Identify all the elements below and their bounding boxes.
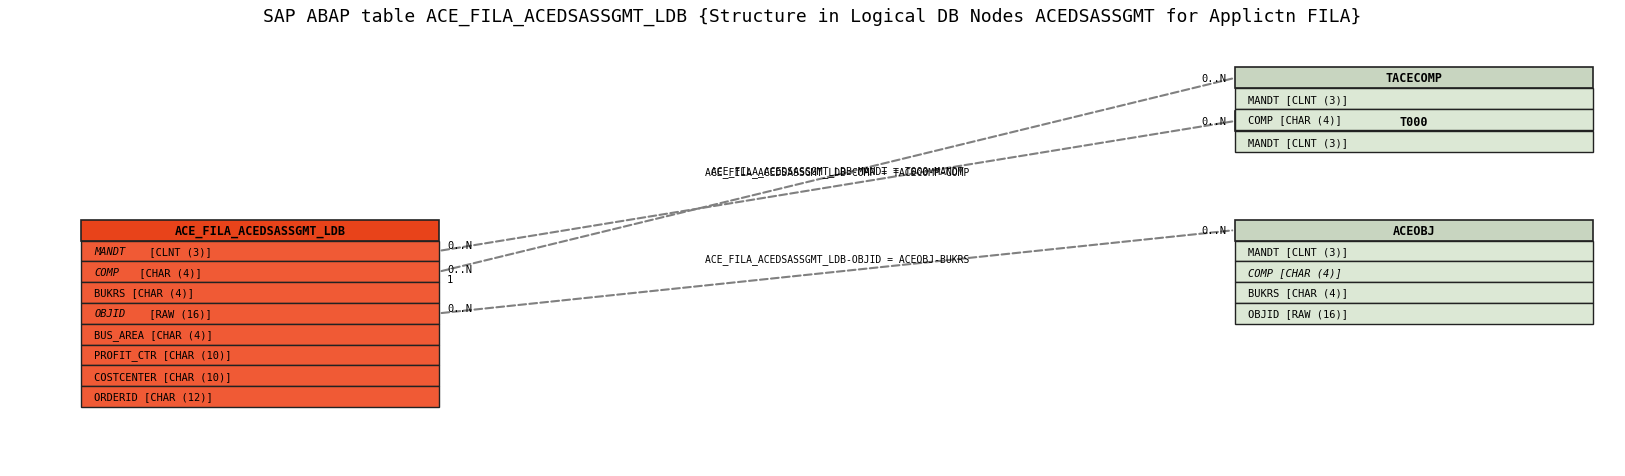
Text: 1: 1 [447, 275, 453, 285]
FancyBboxPatch shape [1235, 111, 1592, 132]
Text: OBJID: OBJID [94, 308, 125, 318]
FancyBboxPatch shape [81, 262, 439, 283]
FancyBboxPatch shape [1235, 241, 1592, 262]
Text: COMP [CHAR (4)]: COMP [CHAR (4)] [1248, 115, 1342, 125]
Text: 0..N: 0..N [1202, 117, 1227, 127]
FancyBboxPatch shape [81, 241, 439, 262]
Text: OBJID [RAW (16)]: OBJID [RAW (16)] [1248, 308, 1349, 318]
FancyBboxPatch shape [1235, 132, 1592, 153]
Text: MANDT: MANDT [94, 247, 125, 257]
Text: [RAW (16)]: [RAW (16)] [143, 308, 211, 318]
Text: COMP [CHAR (4)]: COMP [CHAR (4)] [1248, 267, 1342, 277]
Text: [CHAR (4)]: [CHAR (4)] [133, 267, 202, 277]
Text: ACE_FILA_ACEDSASSGMT_LDB-OBJID = ACEOBJ-BUKRS: ACE_FILA_ACEDSASSGMT_LDB-OBJID = ACEOBJ-… [705, 254, 968, 265]
Text: ACE_FILA_ACEDSASSGMT_LDB-MANDT = T000-MANDT: ACE_FILA_ACEDSASSGMT_LDB-MANDT = T000-MA… [710, 166, 964, 177]
FancyBboxPatch shape [1235, 283, 1592, 303]
Text: [CLNT (3)]: [CLNT (3)] [143, 247, 211, 257]
Text: COMP: COMP [94, 267, 119, 277]
FancyBboxPatch shape [1235, 262, 1592, 283]
FancyBboxPatch shape [81, 324, 439, 345]
Text: BUKRS [CHAR (4)]: BUKRS [CHAR (4)] [1248, 288, 1349, 298]
Text: ACE_FILA_ACEDSASSGMT_LDB: ACE_FILA_ACEDSASSGMT_LDB [174, 224, 346, 237]
Text: PROFIT_CTR [CHAR (10)]: PROFIT_CTR [CHAR (10)] [94, 350, 232, 361]
FancyBboxPatch shape [81, 345, 439, 366]
FancyBboxPatch shape [1235, 303, 1592, 324]
FancyBboxPatch shape [81, 283, 439, 303]
Text: BUKRS [CHAR (4)]: BUKRS [CHAR (4)] [94, 288, 195, 298]
Text: MANDT [CLNT (3)]: MANDT [CLNT (3)] [1248, 95, 1349, 104]
Text: TACECOMP: TACECOMP [1384, 72, 1443, 85]
Text: ACE_FILA_ACEDSASSGMT_LDB-COMP = TACECOMP-COMP: ACE_FILA_ACEDSASSGMT_LDB-COMP = TACECOMP… [705, 167, 968, 178]
Text: 0..N: 0..N [447, 265, 471, 275]
FancyBboxPatch shape [81, 366, 439, 387]
Text: 0..N: 0..N [1202, 74, 1227, 84]
FancyBboxPatch shape [1235, 69, 1592, 89]
Text: ORDERID [CHAR (12)]: ORDERID [CHAR (12)] [94, 392, 213, 402]
Text: MANDT [CLNT (3)]: MANDT [CLNT (3)] [1248, 138, 1349, 148]
Text: 0..N: 0..N [1202, 226, 1227, 236]
Text: COSTCENTER [CHAR (10)]: COSTCENTER [CHAR (10)] [94, 371, 232, 381]
FancyBboxPatch shape [1235, 220, 1592, 241]
Text: ACEOBJ: ACEOBJ [1393, 224, 1435, 237]
Text: MANDT [CLNT (3)]: MANDT [CLNT (3)] [1248, 247, 1349, 257]
FancyBboxPatch shape [81, 220, 439, 241]
Text: T000: T000 [1399, 115, 1428, 128]
Text: BUS_AREA [CHAR (4)]: BUS_AREA [CHAR (4)] [94, 329, 213, 340]
FancyBboxPatch shape [1235, 110, 1592, 130]
Text: SAP ABAP table ACE_FILA_ACEDSASSGMT_LDB {Structure in Logical DB Nodes ACEDSASSG: SAP ABAP table ACE_FILA_ACEDSASSGMT_LDB … [263, 8, 1362, 26]
Text: 0..N: 0..N [447, 240, 471, 250]
FancyBboxPatch shape [1235, 89, 1592, 110]
Text: 0..N: 0..N [447, 304, 471, 314]
FancyBboxPatch shape [81, 387, 439, 407]
FancyBboxPatch shape [81, 303, 439, 324]
